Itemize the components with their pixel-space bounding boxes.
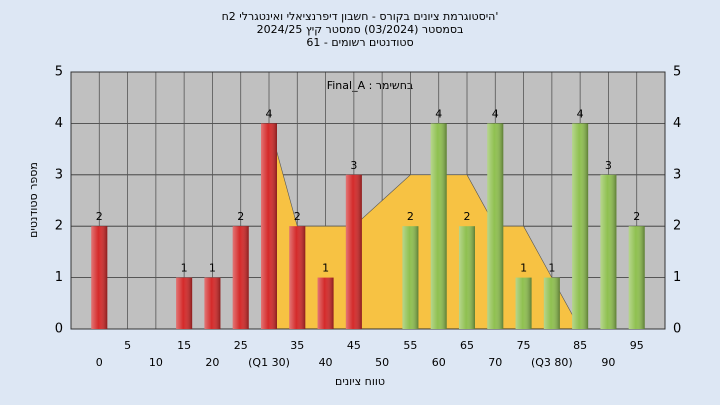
bar-shade [261, 123, 277, 330]
bar-shade [232, 226, 249, 329]
x-tick-label: 60 [432, 356, 446, 369]
y2-tick-label: 0 [673, 322, 681, 337]
bar-shade [515, 277, 532, 329]
data-label: 1 [548, 262, 555, 275]
data-label: 2 [464, 210, 471, 223]
x-tick-label: 10 [149, 356, 163, 369]
bar-shade [600, 174, 617, 329]
plot-border [70, 71, 666, 330]
bar-shade [487, 123, 504, 330]
y-tick-label: 2 [55, 219, 63, 234]
x-tick-label: 55 [403, 339, 417, 352]
x-tick-label: 0 [96, 356, 103, 369]
data-label: 4 [492, 107, 499, 120]
y2-tick-label: 2 [673, 219, 681, 234]
bar-shade [91, 226, 108, 329]
x-tick-label: 75 [517, 339, 531, 352]
data-label: 2 [96, 210, 103, 223]
x-tick-label: 90 [601, 356, 615, 369]
x-axis-label: טווח ציונים [335, 375, 385, 388]
data-label: 2 [237, 210, 244, 223]
x-tick-label: 65 [460, 339, 474, 352]
y-axis-label: מספר סטודנטים [27, 162, 40, 238]
bar-shade [572, 123, 589, 330]
bar-shade [543, 277, 560, 329]
x-tick-label: 85 [573, 339, 587, 352]
data-label: 1 [520, 262, 527, 275]
bar-shade [430, 123, 447, 330]
x-tick-label: 50 [375, 356, 389, 369]
data-label: 2 [633, 210, 640, 223]
x-tick-label: 15 [177, 339, 191, 352]
data-label: 4 [577, 107, 584, 120]
bar-shade [317, 277, 334, 329]
data-label: 3 [350, 159, 357, 172]
x-tick-label: 20 [205, 356, 219, 369]
y2-tick-label: 5 [673, 65, 681, 80]
annotation: Final_A : בחשימר [327, 79, 414, 92]
x-tick-label: 95 [630, 339, 644, 352]
data-label: 2 [407, 210, 414, 223]
y2-tick-label: 1 [673, 270, 681, 285]
bar-shade [459, 226, 475, 329]
bar-shade [289, 226, 306, 329]
x-tick-label: (Q1 30) [248, 356, 290, 369]
y2-tick-label: 4 [673, 116, 681, 131]
y-tick-label: 5 [55, 65, 63, 80]
x-tick-label: (Q3 80) [531, 356, 573, 369]
x-tick-label: 40 [319, 356, 333, 369]
data-label: 4 [266, 107, 273, 120]
y-tick-label: 1 [55, 270, 63, 285]
subtitle: בסמסטר (03/2024) סמסטר קיץ 2024/25 [257, 23, 464, 36]
x-tick-label: 35 [290, 339, 304, 352]
y-tick-label: 3 [55, 167, 63, 182]
title: היסטוגרמת ציונים בקורס - חשבון דיפרנציאל… [222, 10, 499, 23]
data-label: 1 [209, 262, 216, 275]
x-tick-label: 70 [488, 356, 502, 369]
data-label: 1 [322, 262, 329, 275]
bar-shade [345, 174, 362, 329]
bar-shade [204, 277, 221, 329]
x-tick-label: 45 [347, 339, 361, 352]
data-label: 2 [294, 210, 301, 223]
y2-tick-label: 3 [673, 167, 681, 182]
x-tick-label: 5 [124, 339, 131, 352]
y-tick-label: 0 [55, 322, 63, 337]
bar-shade [176, 277, 193, 329]
bar-shade [402, 226, 419, 329]
x-tick-label: 25 [234, 339, 248, 352]
y-tick-label: 4 [55, 116, 63, 131]
data-label: 3 [605, 159, 612, 172]
subtitle: סטודנטים רשומים - 61 [306, 36, 413, 49]
data-label: 1 [181, 262, 188, 275]
data-label: 4 [435, 107, 442, 120]
bar-shade [628, 226, 645, 329]
